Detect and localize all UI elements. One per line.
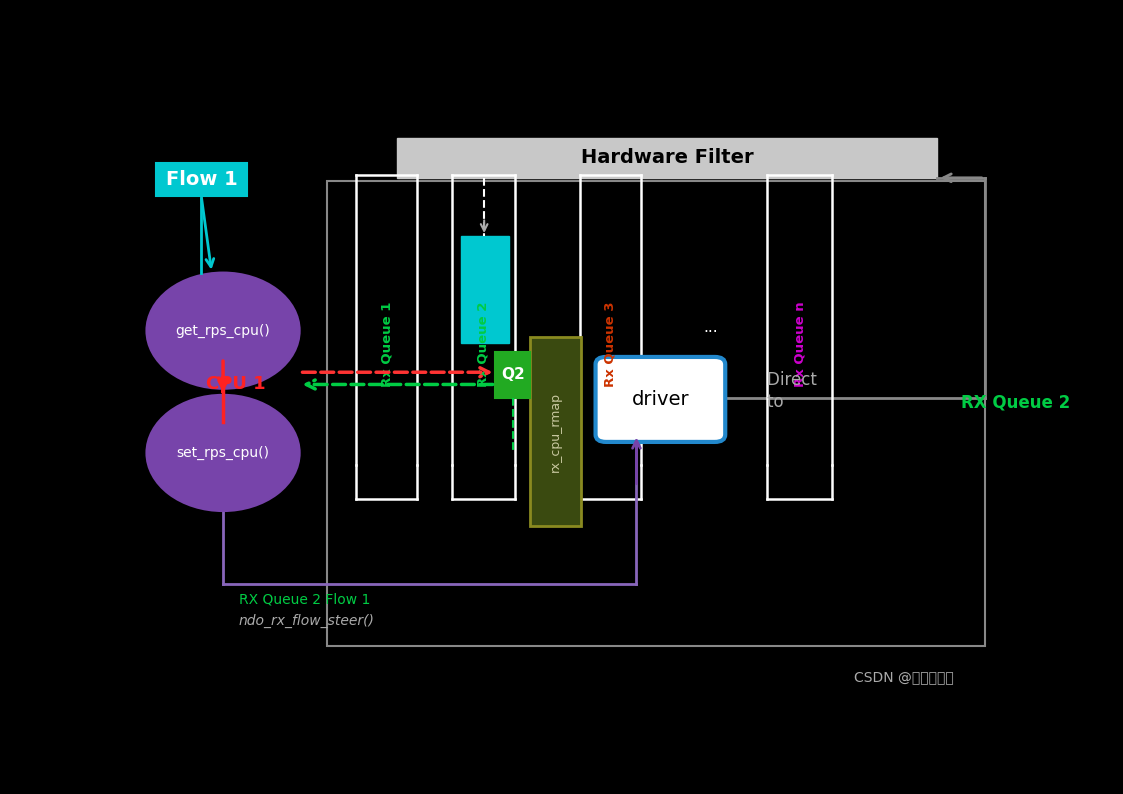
Text: RX Queue 2: RX Queue 2 xyxy=(961,393,1070,411)
Bar xyxy=(460,236,509,343)
Text: Q2: Q2 xyxy=(501,368,524,383)
Text: CPU 1: CPU 1 xyxy=(206,375,265,393)
Bar xyxy=(495,352,530,398)
Bar xyxy=(530,337,581,526)
FancyBboxPatch shape xyxy=(595,357,725,442)
Bar xyxy=(156,163,247,196)
Text: rx_cpu_rmap: rx_cpu_rmap xyxy=(549,391,562,472)
Text: Hardware Filter: Hardware Filter xyxy=(581,148,754,168)
Text: Rx Queue 2: Rx Queue 2 xyxy=(477,302,490,387)
Text: Rx Queue 1: Rx Queue 1 xyxy=(381,302,393,387)
Text: to: to xyxy=(767,393,788,411)
Text: CSDN @克莱默申克: CSDN @克莱默申克 xyxy=(855,670,953,684)
Text: get_rps_cpu(): get_rps_cpu() xyxy=(175,324,271,337)
Text: RX Queue 2 Flow 1: RX Queue 2 Flow 1 xyxy=(239,592,371,607)
Ellipse shape xyxy=(146,395,300,511)
Text: Rx Queue 3: Rx Queue 3 xyxy=(604,302,617,387)
Text: driver: driver xyxy=(631,390,690,409)
Text: ndo_rx_flow_steer(): ndo_rx_flow_steer() xyxy=(239,614,375,628)
Bar xyxy=(398,138,937,178)
Text: Direct: Direct xyxy=(767,371,822,388)
Text: Flow 1: Flow 1 xyxy=(166,170,238,189)
Ellipse shape xyxy=(146,272,300,389)
Text: Rx Queue n: Rx Queue n xyxy=(793,302,806,387)
Bar xyxy=(328,181,985,646)
Text: set_rps_cpu(): set_rps_cpu() xyxy=(176,446,270,460)
Text: ...: ... xyxy=(703,320,718,335)
